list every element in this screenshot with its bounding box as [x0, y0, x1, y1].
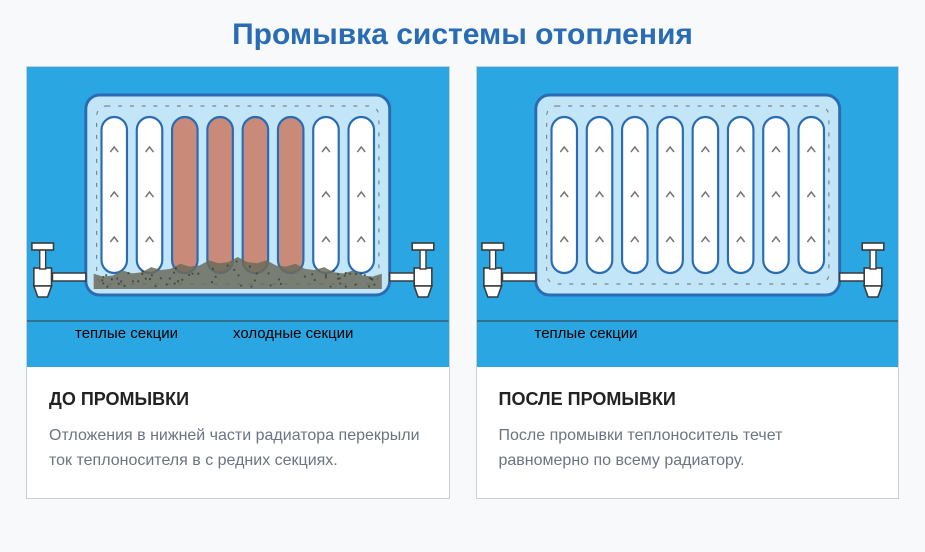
caption-after: ПОСЛЕ ПРОМЫВКИ После промывки теплоносит…: [477, 367, 899, 498]
radiator-svg-before: [27, 67, 449, 367]
diagram-before: теплые секции холодные секции: [27, 67, 449, 367]
panel-after: теплые секции ПОСЛЕ ПРОМЫВКИ После промы…: [476, 66, 900, 499]
panel-before: теплые секции холодные секции ДО ПРОМЫВК…: [26, 66, 450, 499]
caption-before: ДО ПРОМЫВКИ Отложения в нижней части рад…: [27, 367, 449, 498]
diagram-after: теплые секции: [477, 67, 899, 367]
page-title: Промывка системы отопления: [0, 0, 925, 66]
caption-text-before: Отложения в нижней части радиатора перек…: [49, 424, 427, 474]
caption-title-before: ДО ПРОМЫВКИ: [49, 389, 427, 410]
radiator-svg-after: [477, 67, 899, 367]
caption-text-after: После промывки теплоноситель течет равно…: [499, 424, 877, 474]
panels-row: теплые секции холодные секции ДО ПРОМЫВК…: [0, 66, 925, 499]
caption-title-after: ПОСЛЕ ПРОМЫВКИ: [499, 389, 877, 410]
